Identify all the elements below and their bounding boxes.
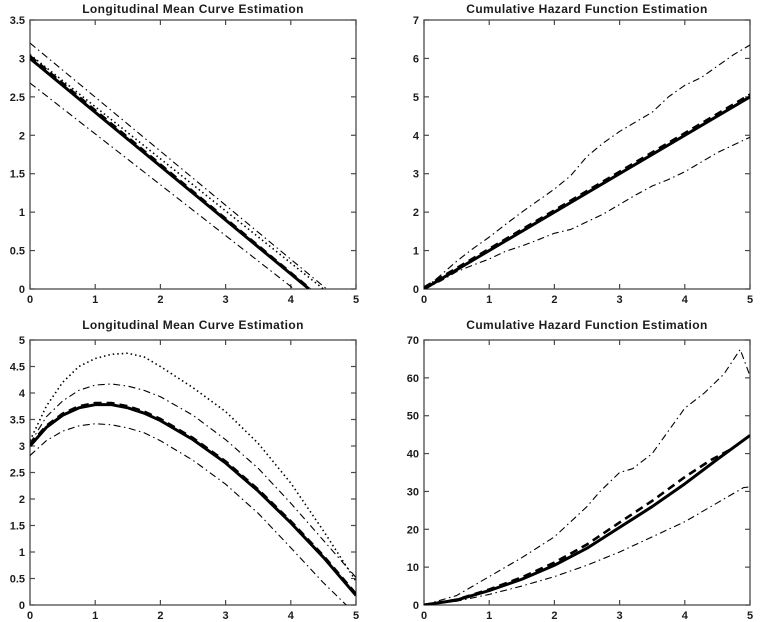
- series-lower-confidence-band-line: [30, 82, 295, 289]
- x-tick-label: 5: [353, 294, 359, 306]
- y-tick-label: 7: [413, 15, 419, 27]
- axes-box: [29, 19, 357, 290]
- panel-bottom-right: 0 1 2 3 4 5 0 10 20 30 40 50 60 70 Cumulative Hazard …: [380, 311, 760, 622]
- series-upper-confidence-band-line: [30, 42, 328, 289]
- x-tick-label: 2: [551, 610, 557, 622]
- y-tick-label: 3.5: [10, 415, 25, 427]
- plot-cumulative-hazard-top: 0 1 2 3 4 5 0 1 2 3 4 5 6 7: [413, 15, 753, 306]
- x-tick-label: 1: [486, 610, 492, 622]
- y-tick-label: 2: [19, 494, 25, 506]
- y-tick-label: 2: [413, 207, 419, 219]
- x-tick-label: 0: [421, 294, 427, 306]
- chart-title: Cumulative Hazard Function Estimation: [466, 2, 708, 16]
- y-tick-label: 1: [413, 246, 419, 258]
- y-tick-label: 60: [407, 373, 419, 385]
- plot-longitudinal-mean-top: 0 1 2 3 4 5 0 0.5 1 1.5 2 2.5 3 3.5: [10, 15, 359, 306]
- series-upper-confidence-band-line: [30, 383, 356, 578]
- series-dotted-curve-line: [30, 352, 356, 582]
- x-tick-label: 4: [682, 294, 689, 306]
- x-tick-label: 2: [157, 610, 163, 622]
- x-tick-label: 4: [288, 294, 295, 306]
- series-estimated-cumulative-hazard-line: [424, 434, 750, 605]
- y-tick-label: 4: [413, 130, 420, 142]
- y-tick-label: 0.5: [10, 246, 25, 258]
- plot-longitudinal-mean-bottom: 0 1 2 3 4 5 0 0.5 1 1.5 2 2.5 3 3.5 4 4.5 5: [10, 335, 359, 622]
- y-tick-label: 5: [413, 92, 419, 104]
- panel-top-left: 0 1 2 3 4 5 0 0.5 1 1.5 2 2.5 3 3.5 Longitudinal Mean…: [0, 0, 380, 311]
- x-tick-label: 2: [551, 294, 557, 306]
- y-tick-label: 0: [413, 600, 419, 612]
- x-tick-label: 4: [288, 610, 295, 622]
- chart-title: Longitudinal Mean Curve Estimation: [82, 318, 304, 332]
- y-tick-label: 30: [407, 486, 419, 498]
- y-tick-label: 5: [19, 335, 25, 347]
- series-lower-confidence-band-line: [424, 486, 750, 605]
- y-tick-label: 1.5: [10, 521, 25, 533]
- y-tick-label: 0: [19, 284, 25, 296]
- y-tick-label: 3: [19, 53, 25, 65]
- y-tick-label: 6: [413, 53, 419, 65]
- y-tick-label: 3: [413, 169, 419, 181]
- x-tick-label: 3: [617, 294, 623, 306]
- y-tick-label: 1.5: [10, 169, 25, 181]
- x-tick-label: 3: [223, 610, 229, 622]
- x-tick-label: 2: [157, 294, 163, 306]
- y-tick-label: 2: [19, 130, 25, 142]
- y-tick-label: 3: [19, 441, 25, 453]
- series-upper-confidence-band-line: [424, 44, 750, 289]
- x-tick-label: 3: [617, 610, 623, 622]
- series-true-cumulative-hazard-line: [424, 446, 735, 605]
- y-tick-label: 2.5: [10, 468, 25, 480]
- y-tick-label: 10: [407, 562, 419, 574]
- series-estimated-mean-curve-line: [30, 57, 311, 289]
- x-tick-label: 1: [92, 610, 98, 622]
- x-tick-label: 0: [421, 610, 427, 622]
- axes-box: [423, 339, 751, 606]
- panel-bottom-left: 0 1 2 3 4 5 0 0.5 1 1.5 2 2.5 3 3.5 4 4.5 5 Longitudinal…: [0, 311, 380, 622]
- series-lower-confidence-band-line: [30, 423, 347, 605]
- x-tick-label: 0: [27, 294, 33, 306]
- series-upper-confidence-band-line: [424, 348, 750, 605]
- y-tick-label: 3.5: [10, 15, 25, 27]
- y-tick-label: 4: [19, 388, 26, 400]
- y-tick-label: 0.5: [10, 574, 25, 586]
- y-tick-label: 50: [407, 411, 419, 423]
- y-tick-label: 2.5: [10, 92, 25, 104]
- series-estimated-cumulative-hazard-line: [424, 95, 750, 289]
- panel-top-right: 0 1 2 3 4 5 0 1 2 3 4 5 6 7 Cumulative Hazard Functio…: [380, 0, 760, 311]
- series-group: [30, 42, 328, 289]
- y-tick-label: 20: [407, 524, 419, 536]
- y-tick-label: 0: [19, 600, 25, 612]
- series-group: [30, 352, 356, 605]
- series-estimated-mean-curve-line: [30, 403, 356, 597]
- chart-title: Cumulative Hazard Function Estimation: [466, 318, 708, 332]
- y-tick-label: 0: [413, 284, 419, 296]
- x-tick-label: 0: [27, 610, 33, 622]
- x-tick-label: 3: [223, 294, 229, 306]
- y-tick-label: 70: [407, 335, 419, 347]
- chart-title: Longitudinal Mean Curve Estimation: [82, 2, 304, 16]
- x-tick-label: 1: [92, 294, 98, 306]
- y-tick-label: 40: [407, 449, 419, 461]
- y-tick-label: 1: [19, 207, 25, 219]
- series-lower-confidence-band-line: [424, 136, 750, 289]
- series-dotted-curve-line: [30, 53, 324, 289]
- axes-box: [423, 19, 751, 290]
- series-group: [424, 348, 750, 605]
- y-tick-label: 4.5: [10, 362, 25, 374]
- x-tick-label: 4: [682, 610, 689, 622]
- series-group: [424, 44, 750, 289]
- series-true-cumulative-hazard-line: [424, 93, 750, 289]
- x-tick-label: 5: [353, 610, 359, 622]
- x-tick-label: 5: [747, 610, 753, 622]
- x-tick-label: 1: [486, 294, 492, 306]
- x-tick-label: 5: [747, 294, 753, 306]
- series-true-mean-curve-line: [30, 55, 312, 289]
- y-tick-label: 1: [19, 547, 25, 559]
